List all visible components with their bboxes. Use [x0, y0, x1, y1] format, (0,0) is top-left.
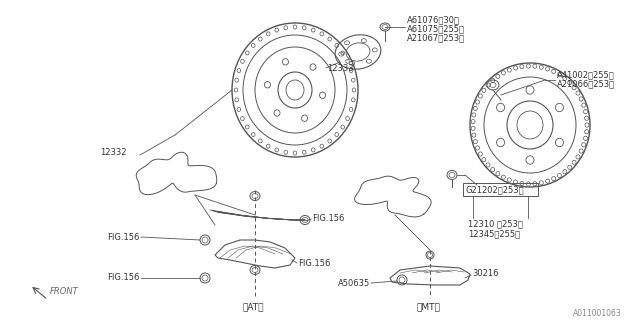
Text: FIG.156: FIG.156 — [108, 274, 140, 283]
Text: A21067〈253〉: A21067〈253〉 — [407, 34, 465, 43]
Text: A61075〈255〉: A61075〈255〉 — [407, 25, 465, 34]
Text: A50635: A50635 — [338, 278, 370, 287]
Text: FIG.156: FIG.156 — [108, 233, 140, 242]
Text: FIG.156: FIG.156 — [298, 259, 330, 268]
Bar — [463, 183, 538, 196]
Text: 〈AT〉: 〈AT〉 — [243, 302, 264, 311]
Text: A61076〰30〱: A61076〰30〱 — [407, 15, 460, 25]
Text: FRONT: FRONT — [50, 286, 79, 295]
Text: 12310 〈253〉: 12310 〈253〉 — [468, 220, 523, 228]
Polygon shape — [390, 266, 470, 285]
Text: FIG.156: FIG.156 — [312, 213, 344, 222]
Text: 12345〈255〉: 12345〈255〉 — [468, 229, 520, 238]
Text: A011001063: A011001063 — [573, 309, 621, 318]
Text: 12333: 12333 — [327, 63, 354, 73]
Polygon shape — [215, 240, 295, 268]
Text: 〈MT〉: 〈MT〉 — [416, 302, 440, 311]
Text: A41002〈255〉: A41002〈255〉 — [557, 70, 615, 79]
Text: 12332: 12332 — [100, 148, 127, 156]
Text: A21066〈253〉: A21066〈253〉 — [557, 79, 615, 89]
Text: G21202〈253〉: G21202〈253〉 — [466, 185, 525, 194]
Text: 30216: 30216 — [472, 269, 499, 278]
